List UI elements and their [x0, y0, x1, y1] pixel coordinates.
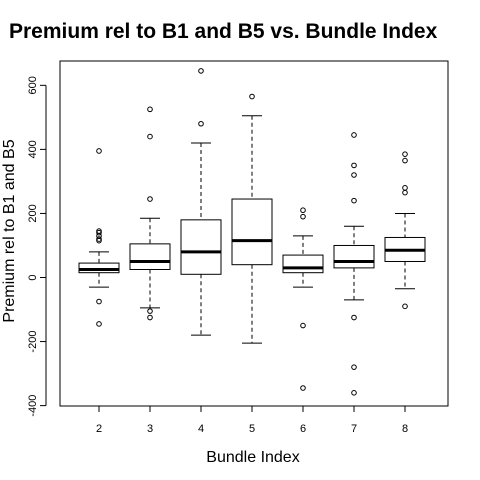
y-tick-label: -200 [27, 331, 39, 353]
box-group-2 [78, 148, 120, 327]
outlier-point [300, 207, 306, 214]
box-group-4 [180, 68, 222, 336]
y-tick-label: 400 [27, 140, 39, 158]
x-tick-label: 4 [198, 423, 204, 435]
x-tick-label: 8 [402, 423, 408, 435]
box-group-3 [129, 106, 171, 321]
outlier-point [147, 308, 153, 314]
chart-title: Premium rel to B1 and B5 vs. Bundle Inde… [9, 20, 438, 43]
outlier-point [351, 197, 357, 204]
y-tick-label: 200 [27, 204, 39, 222]
outlier-point [351, 314, 357, 321]
y-tick-label: 600 [27, 76, 39, 94]
box [78, 262, 120, 274]
outlier-point [402, 151, 408, 157]
x-tick-label: 3 [147, 423, 153, 435]
outlier-point [198, 120, 204, 127]
y-tick-label: 0 [27, 274, 39, 280]
outlier-point [198, 68, 204, 74]
x-axis-label: Bundle Index [206, 449, 299, 466]
x-tick-label: 7 [351, 423, 357, 435]
box [231, 198, 273, 266]
outlier-point [147, 106, 153, 113]
box-group-6 [282, 207, 324, 391]
outlier-point [351, 172, 357, 178]
outlier-point [147, 314, 153, 321]
outlier-point [402, 189, 408, 196]
outlier-point [402, 157, 408, 164]
box-group-8 [384, 151, 426, 310]
box [282, 254, 324, 274]
box-group-5 [231, 93, 273, 344]
box [129, 243, 171, 270]
y-axis-label: Premium rel to B1 and B5 [1, 139, 18, 322]
outlier-point [402, 303, 408, 310]
box [333, 244, 375, 269]
outlier-point [96, 229, 102, 236]
x-tick-label: 5 [249, 423, 255, 435]
box-series [78, 68, 426, 396]
box [180, 219, 222, 275]
outlier-point [96, 237, 102, 244]
outlier-point [96, 298, 102, 305]
outlier-point [351, 390, 357, 396]
outlier-point [147, 133, 153, 140]
outlier-point [96, 321, 102, 327]
outlier-point [96, 148, 102, 154]
outlier-point [351, 364, 357, 370]
box-group-7 [333, 132, 375, 396]
outlier-point [300, 385, 306, 391]
y-axis: -400 -200 0 200 400 600 [27, 76, 47, 417]
outlier-point [402, 185, 408, 191]
outlier-point [351, 162, 357, 169]
x-tick-label: 6 [300, 423, 306, 435]
x-tick-label: 2 [96, 423, 102, 435]
outlier-point [300, 322, 306, 329]
outlier-point [147, 196, 153, 202]
outlier-point [249, 93, 255, 100]
y-tick-label: -400 [27, 395, 39, 417]
x-axis: 2 3 4 5 6 7 8 [96, 405, 408, 435]
outlier-point [351, 132, 357, 138]
outlier-point [96, 236, 102, 242]
outlier-point [300, 213, 306, 220]
